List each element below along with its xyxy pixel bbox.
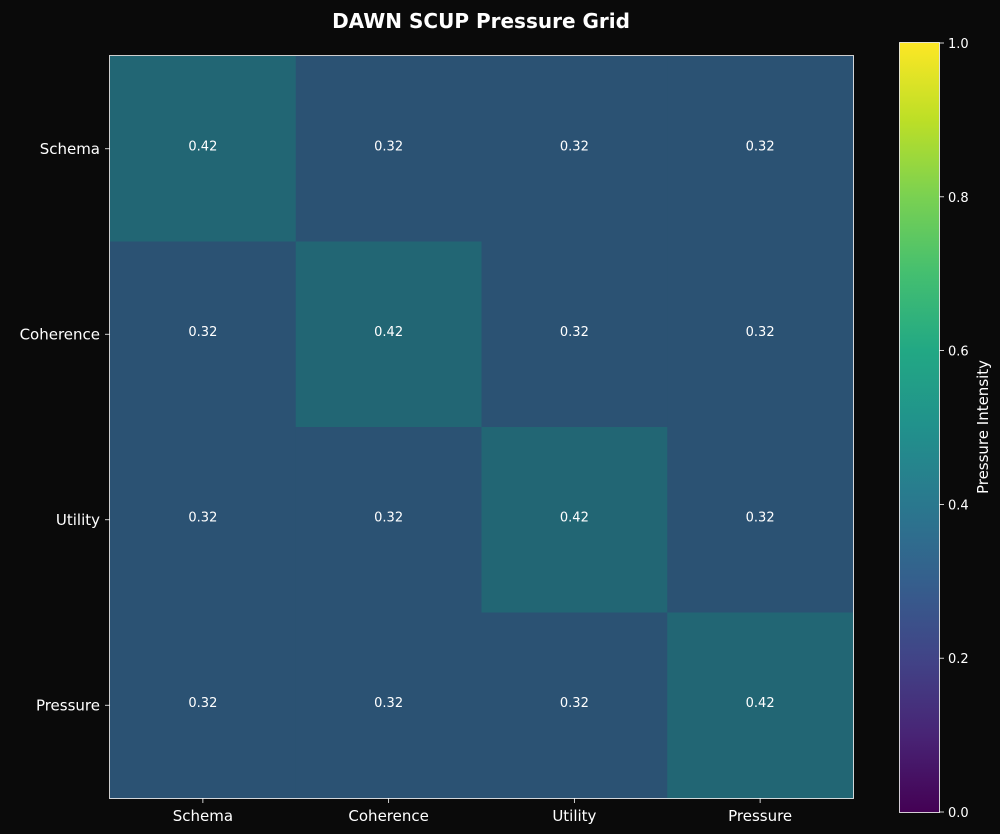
cell-value-label: 0.42 (374, 325, 403, 340)
cell-value-label: 0.32 (188, 325, 217, 340)
heatmap-cell (110, 427, 297, 614)
heatmap-cell (295, 612, 483, 799)
colorbar-tick-label: 0.2 (948, 652, 969, 667)
x-tick-label: Coherence (348, 807, 428, 825)
heatmap-cell (481, 612, 668, 799)
cell-value-label: 0.42 (188, 139, 217, 154)
heatmap-cell (110, 241, 297, 428)
cell-value-label: 0.32 (188, 696, 217, 711)
heatmap-cell (481, 241, 668, 428)
cell-value-label: 0.32 (560, 696, 589, 711)
colorbar-tick-label: 0.0 (948, 806, 969, 821)
colorbar-label: Pressure Intensity (974, 360, 992, 494)
heatmap-cell (110, 56, 297, 243)
heatmap-cells (110, 56, 854, 799)
cell-value-label: 0.32 (374, 139, 403, 154)
y-tick-label: Utility (56, 511, 100, 529)
x-tick-label: Pressure (728, 807, 792, 825)
x-axis: Schema Coherence Utility Pressure (173, 798, 792, 825)
heatmap-cell (667, 241, 854, 428)
x-tick-label: Utility (552, 807, 596, 825)
colorbar-tick-label: 0.6 (948, 345, 969, 360)
y-axis: Schema Coherence Utility Pressure (20, 140, 110, 714)
heatmap-cell (295, 427, 483, 614)
heatmap-cell (667, 427, 854, 614)
y-tick-label: Pressure (36, 696, 100, 714)
colorbar-tick-label: 0.4 (948, 498, 969, 513)
heatmap-cell (295, 241, 483, 428)
cell-value-label: 0.32 (560, 325, 589, 340)
cell-value-label: 0.32 (374, 696, 403, 711)
heatmap-cell-labels: 0.42 0.32 0.32 0.32 0.32 0.42 0.32 0.32 0.32 0.32… (188, 139, 774, 711)
heatmap-cell (667, 56, 854, 243)
cell-value-label: 0.32 (374, 510, 403, 525)
plot-frame (109, 55, 854, 799)
x-tick-label: Schema (173, 807, 233, 825)
cell-value-label: 0.32 (746, 325, 775, 340)
chart-title: DAWN SCUP Pressure Grid (332, 9, 630, 33)
heatmap-cell (481, 56, 668, 243)
heatmap-cell (667, 612, 854, 799)
cell-value-label: 0.32 (188, 510, 217, 525)
cell-value-label: 0.32 (746, 139, 775, 154)
colorbar (899, 42, 940, 813)
heatmap-cell (110, 612, 297, 799)
colorbar-tick-label: 1.0 (948, 37, 969, 52)
y-tick-label: Schema (40, 140, 100, 158)
colorbar-tick-label: 0.8 (948, 191, 969, 206)
cell-value-label: 0.32 (746, 510, 775, 525)
cell-value-label: 0.32 (560, 139, 589, 154)
y-tick-label: Coherence (20, 325, 100, 343)
colorbar-axis: 0.0 0.2 0.4 0.6 0.8 1.0 (939, 37, 969, 821)
heatmap-cell (295, 56, 483, 243)
heatmap-cell (481, 427, 668, 614)
cell-value-label: 0.42 (560, 510, 589, 525)
cell-value-label: 0.42 (746, 696, 775, 711)
